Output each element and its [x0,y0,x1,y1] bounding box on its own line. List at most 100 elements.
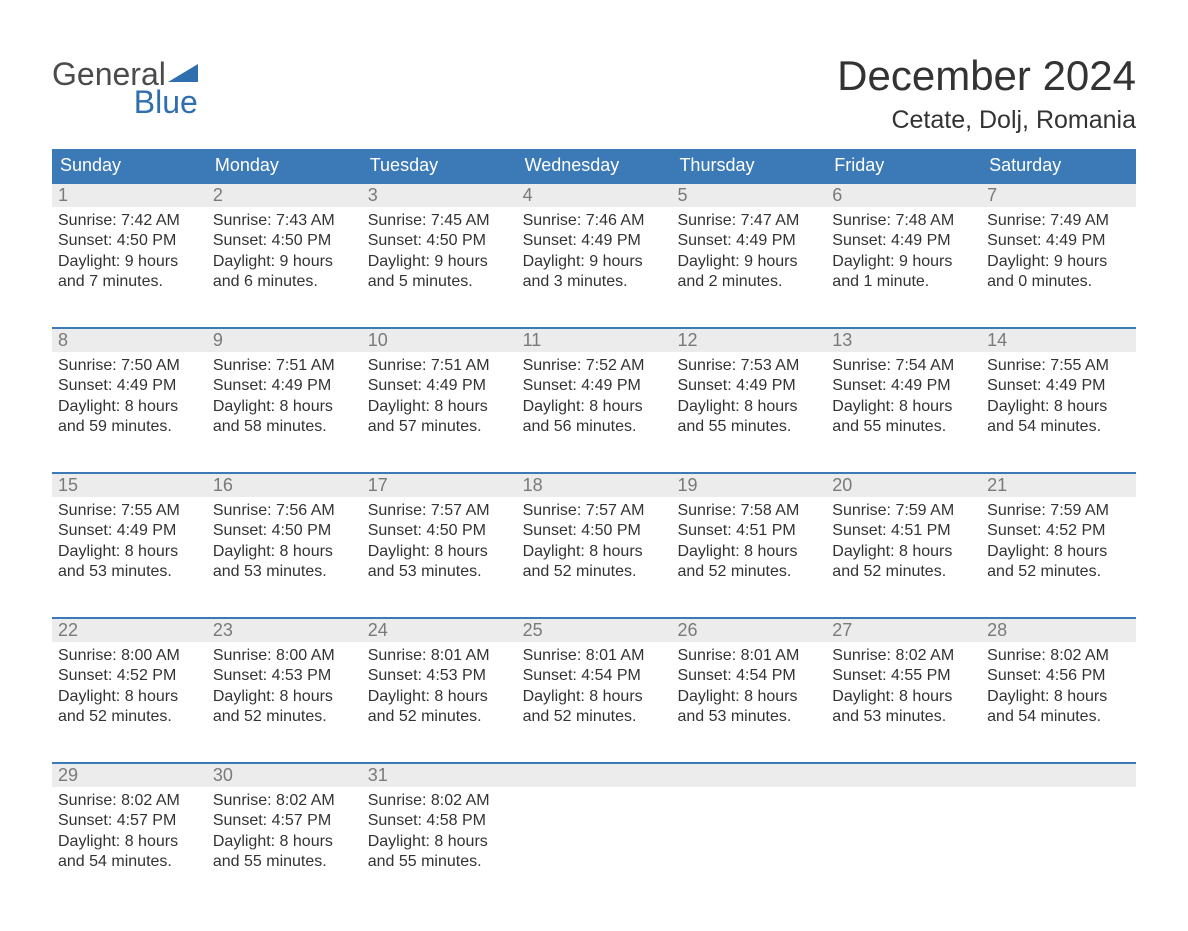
day-number: 13 [826,329,981,352]
daylight-text-2: and 2 minutes. [677,272,820,292]
calendar: SundayMondayTuesdayWednesdayThursdayFrid… [52,149,1136,907]
daylight-text-1: Daylight: 8 hours [832,542,975,562]
day-number: 12 [671,329,826,352]
daylight-text-1: Daylight: 8 hours [213,687,356,707]
daylight-text-1: Daylight: 8 hours [677,397,820,417]
week: 1234567Sunrise: 7:42 AMSunset: 4:50 PMDa… [52,182,1136,327]
daylight-text-2: and 3 minutes. [523,272,666,292]
sunrise-text: Sunrise: 7:43 AM [213,211,356,231]
page-subtitle: Cetate, Dolj, Romania [837,106,1136,135]
day-number: 31 [362,764,517,787]
day-number-row: 22232425262728 [52,617,1136,642]
daylight-text-2: and 55 minutes. [368,852,511,872]
sunrise-text: Sunrise: 7:53 AM [677,356,820,376]
daylight-text-2: and 53 minutes. [368,562,511,582]
sunset-text: Sunset: 4:50 PM [368,521,511,541]
day-number: 18 [517,474,672,497]
day-number [517,764,672,787]
day-number [981,764,1136,787]
day-number: 22 [52,619,207,642]
sunrise-text: Sunrise: 8:02 AM [832,646,975,666]
day-data-row: Sunrise: 8:00 AMSunset: 4:52 PMDaylight:… [52,642,1136,762]
day-cell [517,787,672,887]
daylight-text-2: and 52 minutes. [677,562,820,582]
sunset-text: Sunset: 4:55 PM [832,666,975,686]
day-cell: Sunrise: 7:45 AMSunset: 4:50 PMDaylight:… [362,207,517,307]
day-cell: Sunrise: 7:58 AMSunset: 4:51 PMDaylight:… [671,497,826,597]
sunset-text: Sunset: 4:50 PM [58,231,201,251]
daylight-text-1: Daylight: 9 hours [58,252,201,272]
sunset-text: Sunset: 4:49 PM [677,376,820,396]
day-header: Thursday [671,149,826,182]
daylight-text-2: and 54 minutes. [987,417,1130,437]
sunset-text: Sunset: 4:51 PM [677,521,820,541]
daylight-text-1: Daylight: 8 hours [677,687,820,707]
sunrise-text: Sunrise: 8:00 AM [58,646,201,666]
day-cell: Sunrise: 7:59 AMSunset: 4:51 PMDaylight:… [826,497,981,597]
sunset-text: Sunset: 4:50 PM [523,521,666,541]
day-cell: Sunrise: 7:42 AMSunset: 4:50 PMDaylight:… [52,207,207,307]
daylight-text-2: and 55 minutes. [677,417,820,437]
daylight-text-2: and 52 minutes. [987,562,1130,582]
sunrise-text: Sunrise: 7:51 AM [368,356,511,376]
sunrise-text: Sunrise: 7:47 AM [677,211,820,231]
daylight-text-2: and 52 minutes. [213,707,356,727]
day-cell: Sunrise: 7:46 AMSunset: 4:49 PMDaylight:… [517,207,672,307]
day-cell: Sunrise: 8:02 AMSunset: 4:56 PMDaylight:… [981,642,1136,742]
daylight-text-1: Daylight: 9 hours [368,252,511,272]
sunrise-text: Sunrise: 7:59 AM [832,501,975,521]
day-number [826,764,981,787]
daylight-text-2: and 59 minutes. [58,417,201,437]
daylight-text-1: Daylight: 8 hours [213,832,356,852]
sunrise-text: Sunrise: 7:48 AM [832,211,975,231]
logo-blue-text: Blue [134,86,198,118]
daylight-text-2: and 53 minutes. [832,707,975,727]
day-number: 5 [671,184,826,207]
day-cell: Sunrise: 7:49 AMSunset: 4:49 PMDaylight:… [981,207,1136,307]
day-cell: Sunrise: 7:50 AMSunset: 4:49 PMDaylight:… [52,352,207,452]
sunset-text: Sunset: 4:58 PM [368,811,511,831]
sunset-text: Sunset: 4:49 PM [832,376,975,396]
sunset-text: Sunset: 4:50 PM [213,231,356,251]
day-cell: Sunrise: 8:00 AMSunset: 4:52 PMDaylight:… [52,642,207,742]
week: 293031 Sunrise: 8:02 AMSunset: 4:57 PMDa… [52,762,1136,907]
day-number-row: 891011121314 [52,327,1136,352]
sunrise-text: Sunrise: 8:02 AM [58,791,201,811]
day-number: 25 [517,619,672,642]
day-data-row: Sunrise: 7:50 AMSunset: 4:49 PMDaylight:… [52,352,1136,472]
day-number: 3 [362,184,517,207]
weeks-container: 1234567Sunrise: 7:42 AMSunset: 4:50 PMDa… [52,182,1136,907]
daylight-text-1: Daylight: 9 hours [523,252,666,272]
title-block: December 2024 Cetate, Dolj, Romania [837,40,1136,149]
week: 22232425262728Sunrise: 8:00 AMSunset: 4:… [52,617,1136,762]
day-header: Saturday [981,149,1136,182]
daylight-text-2: and 54 minutes. [58,852,201,872]
daylight-text-1: Daylight: 8 hours [58,687,201,707]
day-cell: Sunrise: 7:51 AMSunset: 4:49 PMDaylight:… [362,352,517,452]
daylight-text-1: Daylight: 8 hours [832,397,975,417]
day-cell: Sunrise: 8:00 AMSunset: 4:53 PMDaylight:… [207,642,362,742]
daylight-text-2: and 52 minutes. [368,707,511,727]
daylight-text-1: Daylight: 8 hours [368,542,511,562]
day-number: 1 [52,184,207,207]
day-number: 6 [826,184,981,207]
day-number-row: 15161718192021 [52,472,1136,497]
sunrise-text: Sunrise: 7:52 AM [523,356,666,376]
daylight-text-2: and 58 minutes. [213,417,356,437]
daylight-text-2: and 53 minutes. [677,707,820,727]
day-number: 30 [207,764,362,787]
sunset-text: Sunset: 4:49 PM [58,376,201,396]
day-number: 7 [981,184,1136,207]
day-cell: Sunrise: 7:53 AMSunset: 4:49 PMDaylight:… [671,352,826,452]
sunrise-text: Sunrise: 7:58 AM [677,501,820,521]
day-number [671,764,826,787]
daylight-text-2: and 57 minutes. [368,417,511,437]
daylight-text-1: Daylight: 8 hours [58,397,201,417]
day-cell: Sunrise: 7:59 AMSunset: 4:52 PMDaylight:… [981,497,1136,597]
sunset-text: Sunset: 4:49 PM [213,376,356,396]
daylight-text-1: Daylight: 8 hours [832,687,975,707]
day-header: Tuesday [362,149,517,182]
daylight-text-2: and 1 minute. [832,272,975,292]
day-number-row: 1234567 [52,182,1136,207]
daylight-text-1: Daylight: 8 hours [987,542,1130,562]
